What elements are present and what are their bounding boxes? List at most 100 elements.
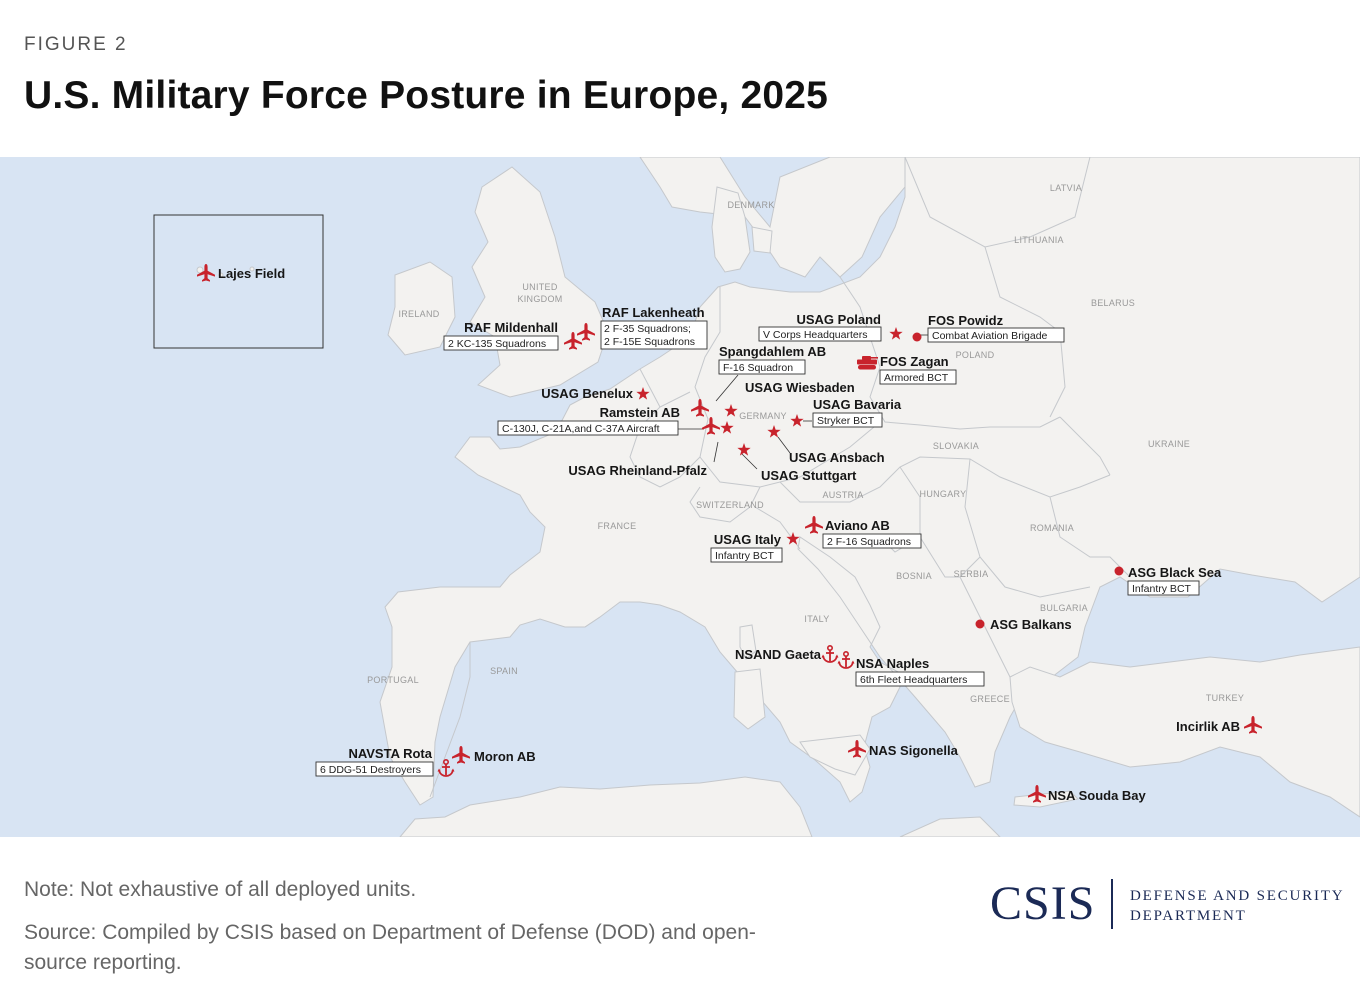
unit-box <box>822 533 922 549</box>
site-usag-wiesbaden[interactable]: USAG Wiesbaden <box>724 380 855 417</box>
site-name: ASG Balkans <box>990 617 1072 632</box>
site-asg-black-sea[interactable]: ASG Black Sea Infantry BCT <box>1114 565 1222 596</box>
unit-box <box>758 326 882 342</box>
site-usag-stuttgart[interactable]: USAG Stuttgart <box>737 443 857 483</box>
site-name: ASG Black Sea <box>1128 565 1222 580</box>
site-moron-ab[interactable]: Moron AB <box>452 746 536 764</box>
site-name: Lajes Field <box>218 266 285 281</box>
unit-box <box>710 547 783 563</box>
site-name: Aviano AB <box>825 518 890 533</box>
country-label: SERBIA <box>954 569 989 579</box>
country-label: KINGDOM <box>517 294 562 304</box>
site-fos-zagan[interactable]: FOS Zagan Armored BCT <box>857 354 957 385</box>
country-label: LATVIA <box>1050 183 1082 193</box>
site-lajes-field[interactable]: Lajes Field <box>197 264 285 282</box>
site-ramstein-ab[interactable]: Ramstein AB C-130J, C-21A,and C-37A Airc… <box>497 405 720 436</box>
unit-text: 2 F-16 Squadrons <box>827 536 911 548</box>
site-name: FOS Powidz <box>928 313 1004 328</box>
country-label: ROMANIA <box>1030 523 1074 533</box>
site-nsa-naples[interactable]: NSA Naples 6th Fleet Headquarters <box>836 650 985 687</box>
unit-text: 2 F-35 Squadrons; <box>604 323 691 335</box>
site-name: USAG Italy <box>714 532 782 547</box>
unit-box <box>315 761 434 777</box>
country-label: IRELAND <box>398 309 439 319</box>
site-name: Spangdahlem AB <box>719 344 826 359</box>
site-name: NAVSTA Rota <box>348 746 432 761</box>
site-usag-rheinland-pfalz[interactable]: USAG Rheinland-Pfalz <box>568 421 734 478</box>
site-name: Moron AB <box>474 749 536 764</box>
unit-text: Stryker BCT <box>817 415 875 427</box>
site-name: USAG Stuttgart <box>761 468 857 483</box>
unit-box <box>443 335 559 351</box>
country-label: SWITZERLAND <box>696 500 764 510</box>
dot-icon <box>975 619 985 629</box>
site-fos-powidz[interactable]: FOS Powidz Combat Aviation Brigade <box>912 313 1065 343</box>
unit-text: Infantry BCT <box>1132 583 1192 595</box>
brand-divider <box>1111 879 1113 929</box>
country-label: TURKEY <box>1206 693 1244 703</box>
unit-box <box>927 327 1065 343</box>
country-label: UKRAINE <box>1148 439 1190 449</box>
country-label: ITALY <box>804 614 829 624</box>
site-name: RAF Lakenheath <box>602 305 705 320</box>
site-usag-poland[interactable]: USAG Poland V Corps Headquarters <box>758 312 903 342</box>
unit-box <box>879 369 957 385</box>
unit-text: Armored BCT <box>884 372 949 384</box>
site-name: Ramstein AB <box>600 405 680 420</box>
site-name: RAF Mildenhall <box>464 320 558 335</box>
site-name: USAG Ansbach <box>789 450 885 465</box>
unit-box <box>855 671 985 687</box>
land-masses <box>196 157 1360 837</box>
site-aviano-ab[interactable]: Aviano AB 2 F-16 Squadrons <box>805 516 922 549</box>
site-nas-sigonella[interactable]: NAS Sigonella <box>848 740 959 758</box>
site-spangdahlem-ab[interactable]: Spangdahlem AB F-16 Squadron <box>691 344 826 417</box>
site-usag-ansbach[interactable]: USAG Ansbach <box>767 425 885 465</box>
unit-box <box>1127 580 1200 596</box>
site-raf-mildenhall[interactable]: RAF Mildenhall 2 KC-135 Squadrons <box>443 320 582 351</box>
site-name: NSAND Gaeta <box>735 647 822 662</box>
europe-map: LATVIA LITHUANIA DENMARK BELARUS UNITED … <box>0 157 1360 837</box>
site-name: USAG Benelux <box>541 386 634 401</box>
unit-text: 2 KC-135 Squadrons <box>448 338 546 350</box>
leader-lines <box>678 334 928 470</box>
site-nsa-souda-bay[interactable]: NSA Souda Bay <box>1028 785 1147 803</box>
country-label: POLAND <box>956 350 995 360</box>
country-label: LITHUANIA <box>1014 235 1064 245</box>
site-name: USAG Poland <box>796 312 881 327</box>
figure-label: FIGURE 2 <box>24 34 128 55</box>
country-label: BULGARIA <box>1040 603 1088 613</box>
unit-box <box>812 412 883 428</box>
site-nsand-gaeta[interactable]: NSAND Gaeta <box>735 644 840 663</box>
unit-text: C-130J, C-21A,and C-37A Aircraft <box>502 423 660 435</box>
site-raf-lakenheath[interactable]: RAF Lakenheath 2 F-35 Squadrons; 2 F-15E… <box>577 305 708 350</box>
country-label: GREECE <box>970 694 1010 704</box>
site-name: USAG Rheinland-Pfalz <box>568 463 707 478</box>
site-navsta-rota[interactable]: NAVSTA Rota 6 DDG-51 Destroyers <box>315 746 456 777</box>
unit-text: V Corps Headquarters <box>763 329 867 341</box>
unit-box <box>718 359 806 375</box>
dot-icon <box>912 332 922 342</box>
department-name: DEFENSE AND SECURITY DEPARTMENT <box>1130 888 1344 924</box>
unit-text: Infantry BCT <box>715 550 775 562</box>
site-usag-italy[interactable]: USAG Italy Infantry BCT <box>710 532 800 563</box>
azores-inset <box>153 214 324 349</box>
site-asg-balkans[interactable]: ASG Balkans <box>975 617 1072 632</box>
footer-source: Source: Compiled by CSIS based on Depart… <box>24 921 756 974</box>
site-usag-benelux[interactable]: USAG Benelux <box>541 386 650 401</box>
csis-logo: CSIS <box>990 877 1096 930</box>
site-name: NSA Souda Bay <box>1048 788 1147 803</box>
site-usag-bavaria[interactable]: USAG Bavaria Stryker BCT <box>790 397 902 428</box>
country-label: HUNGARY <box>920 489 967 499</box>
country-label: SPAIN <box>490 666 518 676</box>
site-incirlik-ab[interactable]: Incirlik AB <box>1176 716 1262 734</box>
country-label: GERMANY <box>739 411 787 421</box>
dot-icon <box>1114 566 1124 576</box>
unit-text: 6 DDG-51 Destroyers <box>320 764 421 776</box>
unit-text: 2 F-15E Squadrons <box>604 336 695 348</box>
site-name: NSA Naples <box>856 656 929 671</box>
unit-box <box>497 420 679 436</box>
unit-text: 6th Fleet Headquarters <box>860 674 967 686</box>
country-label: UNITED <box>522 282 557 292</box>
site-name: NAS Sigonella <box>869 743 959 758</box>
footer-note: Note: Not exhaustive of all deployed uni… <box>24 878 417 901</box>
